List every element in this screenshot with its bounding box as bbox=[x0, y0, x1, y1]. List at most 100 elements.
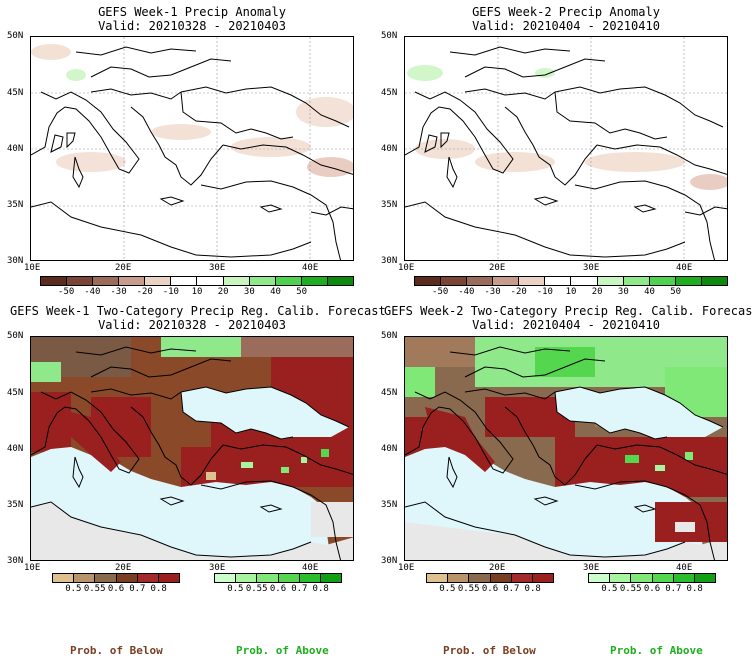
colorbar-tick-label: 0.5 bbox=[439, 584, 456, 594]
colorbar-swatch bbox=[93, 277, 120, 285]
colorbar-swatch bbox=[511, 574, 533, 582]
colorbar-tick-label: 30 bbox=[243, 287, 255, 297]
lon-label-30e: 30E bbox=[583, 563, 600, 573]
colorbar-tick-label: 50 bbox=[296, 287, 308, 297]
lat-label-40n: 40N bbox=[7, 444, 24, 454]
colorbar-swatch bbox=[469, 574, 491, 582]
colorbar-tick-label: 0.7 bbox=[291, 584, 308, 594]
lon-label-40e: 40E bbox=[302, 263, 319, 273]
coastlines bbox=[405, 346, 727, 560]
colorbar-tick-label: -20 bbox=[510, 287, 527, 297]
lat-label-35n: 35N bbox=[7, 200, 24, 210]
colorbar-swatch bbox=[171, 277, 198, 285]
lat-label-30n: 30N bbox=[381, 256, 398, 266]
colorbar-swatch bbox=[158, 574, 180, 582]
colorbar-swatch bbox=[490, 574, 512, 582]
lon-label-20e: 20E bbox=[489, 263, 506, 273]
anomaly-colorbar bbox=[414, 276, 728, 286]
probability-map bbox=[30, 336, 354, 561]
colorbar-swatch bbox=[623, 277, 650, 285]
lat-label-35n: 35N bbox=[7, 500, 24, 510]
lon-label-30e: 30E bbox=[209, 563, 226, 573]
colorbar-swatch bbox=[74, 574, 96, 582]
anomaly-map bbox=[404, 36, 728, 261]
lat-label-45n: 45N bbox=[381, 388, 398, 398]
prob-above-label-right: Prob. of Above bbox=[610, 644, 703, 657]
coastlines bbox=[31, 46, 353, 260]
lat-label-30n: 30N bbox=[7, 256, 24, 266]
panel-title: GEFS Week-1 Precip Anomaly bbox=[98, 5, 286, 19]
lon-label-20e: 20E bbox=[489, 563, 506, 573]
lon-label-10e: 10E bbox=[398, 563, 415, 573]
above-colorbar bbox=[214, 573, 342, 583]
lon-label-10e: 10E bbox=[398, 263, 415, 273]
anomaly-map bbox=[30, 36, 354, 261]
colorbar-swatch bbox=[415, 277, 442, 285]
colorbar-tick-label: 10 bbox=[565, 287, 577, 297]
prob-below-label-left: Prob. of Below bbox=[70, 644, 163, 657]
colorbar-tick-label: 0.8 bbox=[312, 584, 329, 594]
lat-label-40n: 40N bbox=[7, 144, 24, 154]
colorbar-swatch bbox=[275, 277, 302, 285]
colorbar-swatch bbox=[299, 574, 321, 582]
colorbar-swatch bbox=[610, 574, 632, 582]
lat-label-50n: 50N bbox=[7, 31, 24, 41]
colorbar-swatch bbox=[41, 277, 68, 285]
lon-label-40e: 40E bbox=[676, 263, 693, 273]
colorbar-swatch bbox=[545, 277, 572, 285]
colorbar-tick-label: 40 bbox=[644, 287, 655, 297]
colorbar-tick-label: -30 bbox=[484, 287, 501, 297]
colorbar-swatch bbox=[327, 277, 353, 285]
below-colorbar bbox=[426, 573, 554, 583]
colorbar-swatch bbox=[95, 574, 117, 582]
lon-label-20e: 20E bbox=[115, 263, 132, 273]
probability-map bbox=[404, 336, 728, 561]
panel-title: GEFS Week-2 Precip Anomaly bbox=[472, 5, 660, 19]
colorbar-swatch bbox=[249, 277, 276, 285]
colorbar-swatch bbox=[145, 277, 172, 285]
lat-label-30n: 30N bbox=[7, 556, 24, 566]
lon-label-30e: 30E bbox=[583, 263, 600, 273]
colorbar-tick-label: -10 bbox=[162, 287, 179, 297]
lat-label-40n: 40N bbox=[381, 444, 398, 454]
lat-label-50n: 50N bbox=[381, 31, 398, 41]
colorbar-swatch bbox=[631, 574, 653, 582]
coastlines bbox=[31, 346, 353, 560]
colorbar-tick-label: 0.6 bbox=[269, 584, 287, 594]
colorbar-tick-label: 0.5 bbox=[601, 584, 618, 594]
colorbar-tick-label: -10 bbox=[536, 287, 553, 297]
colorbar-tick-label: 20 bbox=[217, 287, 229, 297]
colorbar-swatch bbox=[652, 574, 674, 582]
colorbar-swatch bbox=[137, 574, 159, 582]
colorbar-swatch bbox=[673, 574, 695, 582]
colorbar-tick-label: 0.5 bbox=[65, 584, 82, 594]
colorbar-tick-label: 0.6 bbox=[107, 584, 125, 594]
colorbar-tick-label: 0.6 bbox=[643, 584, 661, 594]
colorbar-tick-label: 0.8 bbox=[686, 584, 703, 594]
colorbar-swatch bbox=[441, 277, 468, 285]
lat-label-45n: 45N bbox=[7, 388, 24, 398]
colorbar-swatch bbox=[649, 277, 676, 285]
colorbar-tick-label: 50 bbox=[670, 287, 682, 297]
colorbar-tick-label: 0.5 bbox=[227, 584, 244, 594]
colorbar-swatch bbox=[675, 277, 702, 285]
colorbar-tick-label: 0.7 bbox=[503, 584, 520, 594]
coastlines bbox=[405, 46, 727, 260]
colorbar-swatch bbox=[215, 574, 237, 582]
colorbar-tick-label: 0.55 bbox=[83, 584, 106, 594]
anomaly-shading bbox=[31, 44, 353, 177]
colorbar-swatch bbox=[223, 277, 250, 285]
colorbar-swatch bbox=[197, 277, 224, 285]
panel-valid-dates: Valid: 20210328 - 20210403 bbox=[98, 318, 286, 332]
probability-shading bbox=[31, 337, 353, 560]
panel-valid-dates: Valid: 20210404 - 20210410 bbox=[472, 318, 660, 332]
colorbar-tick-label: 20 bbox=[591, 287, 603, 297]
prob-above-label-left: Prob. of Above bbox=[236, 644, 329, 657]
lon-label-40e: 40E bbox=[676, 563, 693, 573]
colorbar-tick-label: 0.8 bbox=[524, 584, 541, 594]
lat-label-40n: 40N bbox=[381, 144, 398, 154]
colorbar-swatch bbox=[493, 277, 520, 285]
colorbar-tick-label: -20 bbox=[136, 287, 153, 297]
colorbar-tick-label: -30 bbox=[110, 287, 127, 297]
below-colorbar bbox=[52, 573, 180, 583]
